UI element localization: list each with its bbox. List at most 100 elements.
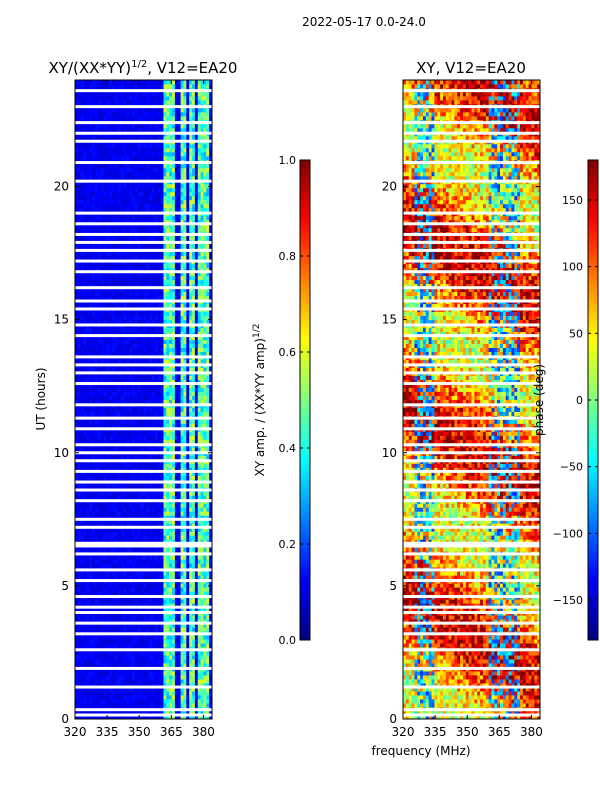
heatmap-cell [114, 711, 119, 716]
heatmap-cell [177, 391, 181, 396]
heatmap-cell [174, 575, 179, 580]
heatmap-cell [75, 615, 79, 620]
heatmap-cell [192, 635, 196, 640]
heatmap-cell [194, 347, 199, 352]
heatmap-cell [86, 675, 90, 680]
heatmap-cell [109, 411, 113, 416]
heatmap-cell [160, 591, 164, 596]
heatmap-cell [126, 491, 130, 496]
heatmap-cell [106, 319, 110, 325]
heatmap-cell [149, 331, 153, 336]
heatmap-cell [77, 447, 82, 452]
heatmap-cell [177, 383, 181, 388]
heatmap-cell [152, 423, 156, 428]
heatmap-cell [157, 387, 162, 392]
heatmap-cell [152, 339, 156, 344]
heatmap-cell [206, 559, 210, 564]
heatmap-cell [117, 339, 122, 344]
heatmap-cell [186, 399, 190, 404]
heatmap-cell [137, 555, 142, 560]
heatmap-cell [169, 559, 173, 564]
heatmap-cell [109, 683, 113, 688]
heatmap-cell [117, 691, 122, 696]
heatmap-cell [189, 599, 193, 604]
heatmap-cell [109, 439, 113, 444]
heatmap-cell [140, 687, 144, 692]
heatmap-cell [97, 639, 102, 644]
heatmap-cell [203, 587, 207, 592]
figure-suptitle: 2022-05-17 0.0-24.0 [302, 15, 426, 29]
heatmap-cell [126, 311, 130, 317]
heatmap-cell [83, 687, 87, 692]
heatmap-cell [169, 651, 173, 656]
heatmap-cell [114, 395, 119, 400]
heatmap-cell [106, 343, 110, 348]
heatmap-cell [132, 651, 136, 656]
heatmap-cell [194, 687, 199, 692]
heatmap-cell [140, 391, 144, 396]
heatmap-cell [186, 319, 190, 325]
heatmap-cell [103, 463, 107, 468]
heatmap-cell [160, 639, 164, 644]
heatmap-cell [129, 439, 133, 444]
heatmap-cell [114, 559, 119, 564]
heatmap-cell [180, 359, 184, 364]
heatmap-cell [163, 535, 167, 540]
heatmap-cell [97, 515, 102, 520]
heatmap-cell [137, 603, 142, 608]
heatmap-cell [183, 439, 187, 444]
heatmap-cell [154, 607, 159, 612]
heatmap-cell [189, 311, 193, 317]
heatmap-cell [200, 627, 204, 632]
heatmap-cell [189, 339, 193, 344]
heatmap-cell [154, 339, 159, 344]
heatmap-cell [183, 547, 187, 552]
heatmap-cell [180, 523, 184, 528]
heatmap-cell [186, 539, 190, 544]
heatmap-cell [123, 659, 127, 664]
heatmap-cell [106, 587, 110, 592]
heatmap-cell [186, 511, 190, 516]
heatmap-cell [137, 399, 142, 404]
heatmap-cell [157, 531, 162, 536]
heatmap-cell [172, 635, 176, 640]
heatmap-cell [137, 367, 142, 372]
heatmap-cell [180, 619, 184, 624]
heatmap-cell [152, 315, 156, 321]
heatmap-cell [137, 311, 142, 317]
heatmap-cell [189, 399, 193, 404]
heatmap-cell [77, 351, 82, 356]
heatmap-cell [174, 395, 179, 400]
heatmap-cell [117, 583, 122, 588]
heatmap-cell [152, 571, 156, 576]
heatmap-cell [180, 367, 184, 372]
heatmap-cell [203, 675, 207, 680]
heatmap-cell [120, 351, 124, 356]
heatmap-cell [203, 535, 207, 540]
heatmap-cell [189, 591, 193, 596]
heatmap-cell [174, 315, 179, 321]
heatmap-cell [143, 607, 147, 612]
heatmap-cell [194, 495, 199, 500]
heatmap-cell [89, 571, 93, 576]
heatmap-cell [117, 639, 122, 644]
heatmap-cell [109, 659, 113, 664]
heatmap-cell [163, 507, 167, 512]
heatmap-cell [172, 607, 176, 612]
heatmap-cell [192, 447, 196, 452]
heatmap-cell [86, 343, 90, 348]
heatmap-cell [100, 435, 104, 440]
heatmap-cell [103, 663, 107, 668]
heatmap-cell [75, 311, 79, 317]
heatmap-cell [143, 407, 147, 412]
heatmap-cell [120, 331, 124, 336]
heatmap-cell [132, 383, 136, 388]
heatmap-cell [200, 711, 204, 716]
heatmap-cell [97, 663, 102, 668]
heatmap-cell [77, 395, 82, 400]
heatmap-cell [200, 339, 204, 344]
heatmap-cell [117, 571, 122, 576]
heatmap-cell [192, 503, 196, 508]
heatmap-cell [154, 387, 159, 392]
heatmap-cell [174, 447, 179, 452]
